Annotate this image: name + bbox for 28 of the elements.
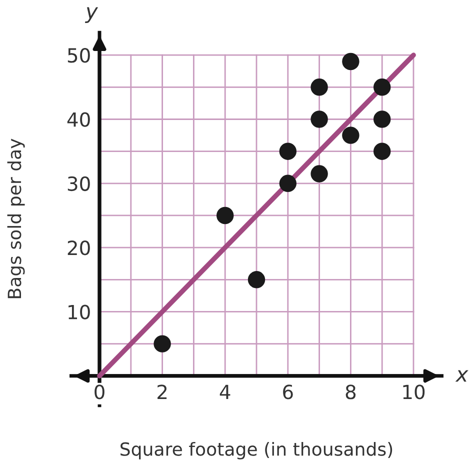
y-tick-label: 40 — [67, 112, 90, 127]
x-tick-label: 10 — [403, 384, 425, 400]
point — [373, 142, 391, 160]
point — [342, 52, 360, 70]
point — [279, 142, 297, 160]
point — [154, 335, 171, 352]
y-tick-label: 20 — [68, 240, 90, 256]
text: y — [84, 7, 98, 23]
x-tick-label: 4 — [220, 384, 230, 400]
point — [310, 110, 328, 128]
y-tick-label: 30 — [68, 176, 90, 192]
y-tick-label: 10 — [68, 304, 90, 320]
y-tick-label: 50 — [68, 48, 90, 63]
x-tick-label: 0 — [94, 384, 104, 400]
point — [342, 126, 360, 144]
point — [279, 174, 297, 192]
point — [248, 271, 266, 288]
point — [310, 165, 328, 182]
x-tick-label: 2 — [158, 384, 167, 400]
y-axis-title: Bags sold per day — [7, 138, 25, 298]
point — [373, 110, 391, 128]
point — [373, 78, 391, 96]
text: x — [455, 370, 468, 382]
x-axis-title: Square footage (in thousands) — [120, 442, 392, 460]
point — [216, 206, 234, 224]
x-tick-label: 8 — [346, 384, 356, 400]
point — [310, 78, 328, 96]
x-tick-label: 6 — [283, 384, 293, 400]
